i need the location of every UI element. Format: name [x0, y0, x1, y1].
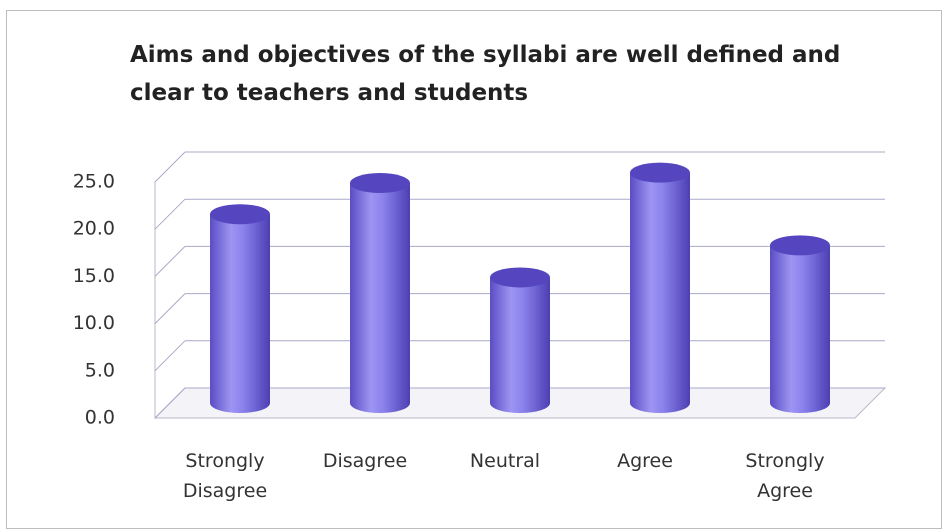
bar-top	[350, 173, 410, 194]
y-tick-label: 20.0	[73, 218, 115, 240]
chart-frame	[6, 10, 942, 529]
x-tick-label: Disagree	[322, 450, 408, 472]
bar-top	[630, 162, 690, 183]
y-tick-label: 10.0	[73, 312, 115, 334]
grid-line-side	[154, 340, 186, 372]
bar	[770, 245, 830, 413]
x-tick-label: Strongly Disagree	[182, 450, 268, 502]
y-tick-label: 25.0	[73, 171, 115, 193]
y-tick-label: 5.0	[85, 359, 115, 381]
y-tick-label: 15.0	[73, 265, 115, 287]
grid-line-side	[154, 293, 186, 324]
bar	[490, 277, 550, 413]
x-tick-label: Neutral	[469, 450, 541, 472]
x-tick-label: Agree	[617, 450, 673, 472]
chart-title: Aims and objectives of the syllabi are w…	[130, 42, 841, 106]
grid-line-side	[154, 246, 186, 277]
x-tick-label: Strongly Agree	[745, 450, 825, 502]
grid-line-side	[154, 387, 186, 419]
bar	[210, 214, 270, 413]
bar-top	[490, 267, 550, 288]
bar-top	[210, 204, 270, 225]
grid-line-side	[154, 198, 186, 230]
grid-line-side	[154, 151, 186, 183]
bar-top	[770, 235, 830, 256]
bar	[630, 172, 690, 413]
y-tick-label: 0.0	[85, 407, 115, 429]
bar	[350, 183, 410, 413]
